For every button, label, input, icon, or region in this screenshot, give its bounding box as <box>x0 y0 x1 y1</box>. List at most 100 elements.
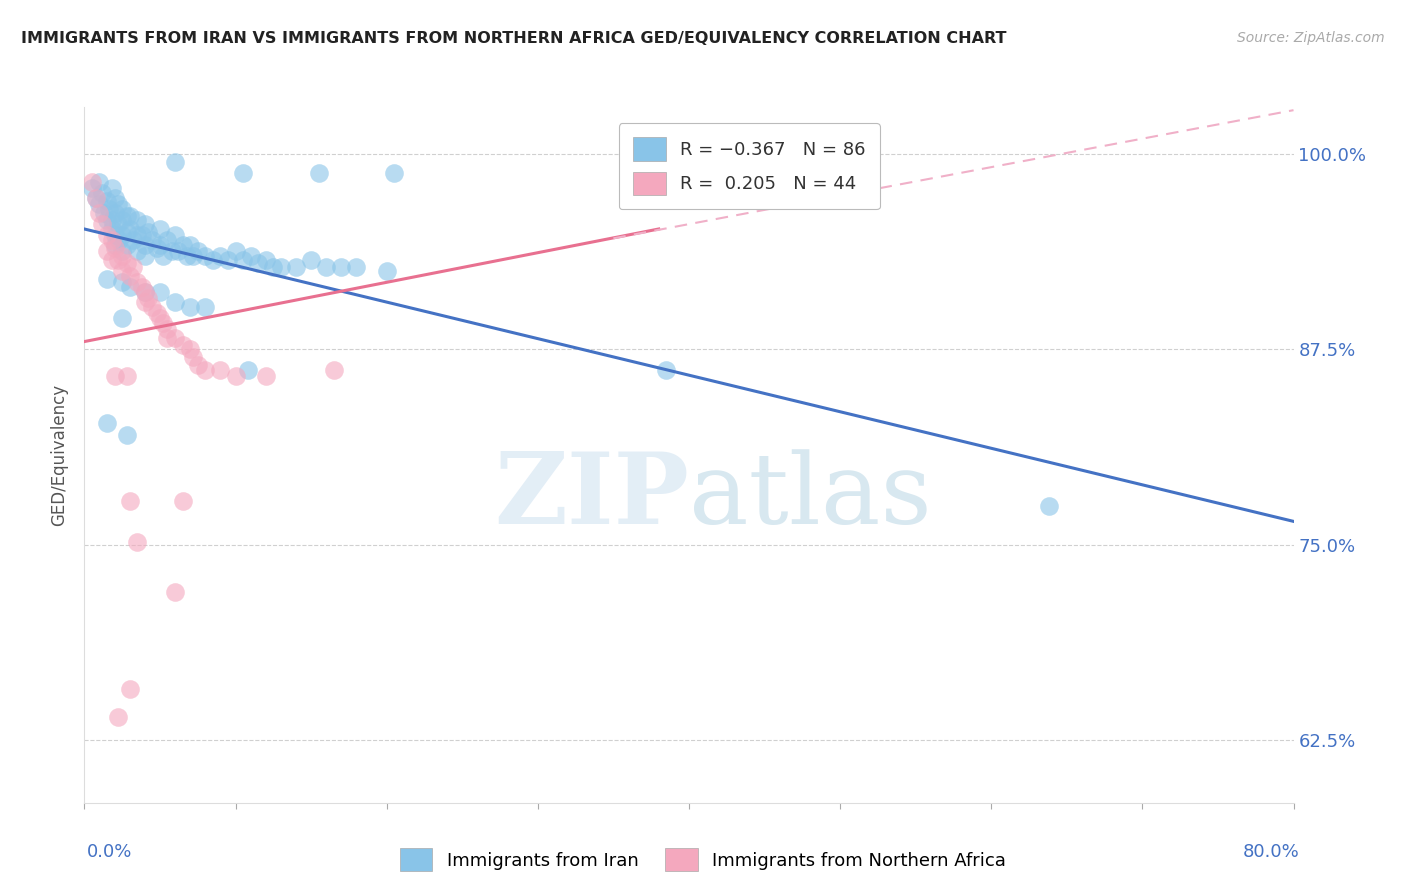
Point <box>107 217 129 231</box>
Point <box>136 225 159 239</box>
Point <box>232 253 254 268</box>
Point <box>160 244 183 258</box>
Point <box>146 306 169 320</box>
Point <box>96 416 118 430</box>
Point <box>111 212 134 227</box>
Point <box>225 244 247 258</box>
Point <box>209 362 232 376</box>
Point <box>100 233 122 247</box>
Point <box>149 237 172 252</box>
Point <box>201 253 224 268</box>
Point <box>127 212 149 227</box>
Point <box>165 154 187 169</box>
Point <box>134 217 156 231</box>
Point <box>172 494 194 508</box>
Point <box>127 534 149 549</box>
Point <box>127 275 149 289</box>
Point <box>111 264 134 278</box>
Point <box>115 428 138 442</box>
Text: Source: ZipAtlas.com: Source: ZipAtlas.com <box>1237 31 1385 45</box>
Point <box>382 166 405 180</box>
Point <box>152 249 174 263</box>
Point <box>217 253 239 268</box>
Point <box>134 295 156 310</box>
Point <box>111 202 134 216</box>
Point <box>254 368 277 383</box>
Point <box>111 228 134 243</box>
Point <box>111 249 134 263</box>
Point <box>149 222 172 236</box>
Point <box>104 237 127 252</box>
Point <box>121 233 143 247</box>
Point <box>104 368 127 383</box>
Point <box>96 272 118 286</box>
Point <box>121 260 143 274</box>
Point <box>104 228 127 243</box>
Text: atlas: atlas <box>689 449 932 544</box>
Point <box>118 210 141 224</box>
Point <box>134 285 156 299</box>
Point <box>111 311 134 326</box>
Point <box>315 260 337 274</box>
Point <box>80 175 103 189</box>
Point <box>141 300 163 314</box>
Point <box>322 362 344 376</box>
Point <box>118 280 141 294</box>
Text: 80.0%: 80.0% <box>1243 843 1299 861</box>
Point <box>149 285 172 299</box>
Text: 0.0%: 0.0% <box>87 843 132 861</box>
Point <box>299 253 322 268</box>
Text: ZIP: ZIP <box>494 448 689 545</box>
Point <box>108 233 131 247</box>
Point <box>165 295 187 310</box>
Point <box>136 291 159 305</box>
Point <box>247 256 270 270</box>
Point <box>179 300 201 314</box>
Point <box>127 228 149 243</box>
Point <box>86 191 108 205</box>
Point <box>100 212 122 227</box>
Point <box>115 368 138 383</box>
Point <box>134 285 156 299</box>
Point <box>115 256 138 270</box>
Point <box>156 322 179 336</box>
Point <box>118 268 141 283</box>
Point <box>96 212 118 227</box>
Point <box>107 197 129 211</box>
Point <box>104 191 127 205</box>
Point <box>89 197 111 211</box>
Y-axis label: GED/Equivalency: GED/Equivalency <box>51 384 69 526</box>
Point <box>118 681 141 696</box>
Point <box>86 191 108 205</box>
Point <box>225 368 247 383</box>
Point <box>172 337 194 351</box>
Point <box>146 241 169 255</box>
Point <box>100 253 122 268</box>
Point <box>176 249 198 263</box>
Point <box>655 362 678 376</box>
Point <box>285 260 308 274</box>
Point <box>97 202 120 216</box>
Point <box>96 194 118 208</box>
Point <box>118 222 141 236</box>
Point <box>375 264 398 278</box>
Point <box>111 275 134 289</box>
Point <box>165 584 187 599</box>
Point <box>89 206 111 220</box>
Point <box>93 206 115 220</box>
Point <box>141 233 163 247</box>
Point <box>181 350 204 364</box>
Point <box>187 244 209 258</box>
Point <box>262 260 284 274</box>
Point <box>236 362 259 376</box>
Point <box>91 186 114 200</box>
Point <box>194 249 217 263</box>
Point <box>156 233 179 247</box>
Point <box>149 311 172 326</box>
Point <box>270 260 292 274</box>
Point <box>80 181 103 195</box>
Point <box>134 249 156 263</box>
Point <box>167 244 190 258</box>
Point <box>194 300 217 314</box>
Point <box>115 210 138 224</box>
